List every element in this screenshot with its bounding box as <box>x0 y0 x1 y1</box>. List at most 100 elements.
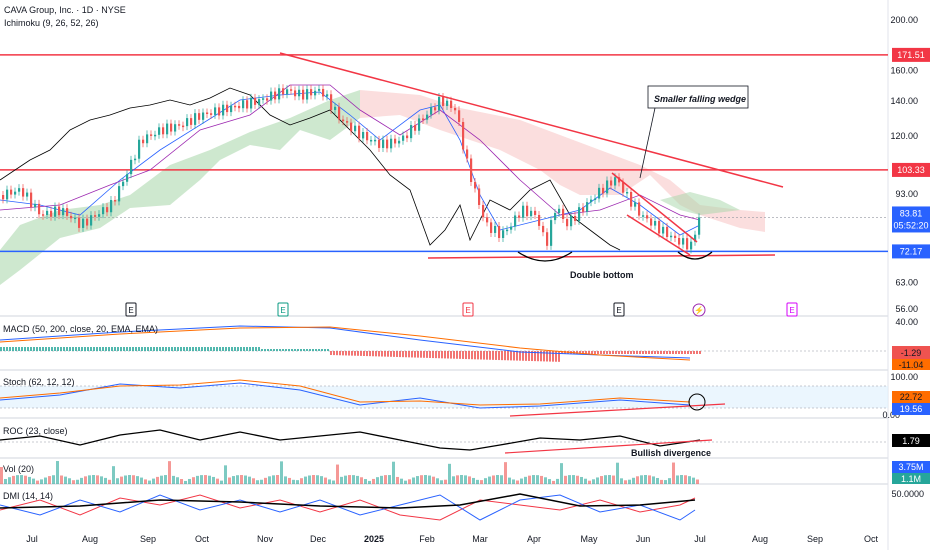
x-axis-label: Feb <box>419 534 435 544</box>
volume-bar <box>164 475 167 484</box>
x-axis-label: Sep <box>140 534 156 544</box>
macd-histogram-bar <box>669 351 671 354</box>
volume-bar <box>16 475 19 484</box>
macd-histogram-bar <box>18 347 20 351</box>
volume-bar <box>532 475 535 484</box>
volume-bar <box>492 475 495 484</box>
candle <box>246 100 249 109</box>
macd-histogram-bar <box>171 347 173 351</box>
volume-bar <box>88 475 91 484</box>
candle <box>282 88 285 95</box>
macd-histogram-bar <box>483 351 485 360</box>
volume-bar <box>372 478 375 484</box>
volume-bar <box>208 475 211 484</box>
candle <box>318 88 321 91</box>
candle <box>18 188 21 192</box>
volume-bar <box>32 478 35 484</box>
volume-bar <box>280 461 283 484</box>
price-label-bg-resistance-mid <box>892 162 930 177</box>
macd-histogram-bar <box>636 351 638 354</box>
macd-histogram-bar <box>585 351 587 354</box>
volume-bar <box>468 476 471 484</box>
macd-histogram-bar <box>243 347 245 351</box>
macd-histogram-bar <box>453 351 455 359</box>
price-label-resistance-mid: 103.33 <box>897 165 925 175</box>
candle <box>454 107 457 111</box>
macd-value-bg <box>892 346 930 359</box>
macd-histogram-bar <box>699 351 701 354</box>
macd-histogram-bar <box>3 347 5 351</box>
stoch-k-value: 22.72 <box>900 392 923 402</box>
volume-bar <box>448 463 451 484</box>
macd-histogram-bar <box>354 351 356 356</box>
macd-histogram-bar <box>294 349 296 351</box>
volume-bar <box>260 479 263 484</box>
macd-histogram-bar <box>420 351 422 358</box>
volume-bar <box>204 475 207 484</box>
volume-bar <box>76 479 79 484</box>
volume-bar <box>292 479 295 484</box>
macd-histogram-bar <box>267 349 269 351</box>
volume-bar <box>52 475 55 484</box>
macd-histogram-bar <box>219 347 221 351</box>
macd-histogram-bar <box>495 351 497 360</box>
macd-histogram-bar <box>264 349 266 351</box>
volume-bar <box>444 479 447 484</box>
volume-bar <box>188 478 191 484</box>
price-label-bg-resistance-high <box>892 47 930 62</box>
volume-bar <box>516 480 519 484</box>
wedge-callout-box <box>647 85 749 109</box>
macd-histogram-bar <box>339 351 341 356</box>
volume-bar <box>420 475 423 484</box>
volume-bar <box>196 475 199 484</box>
macd-line <box>0 325 691 359</box>
candle <box>590 199 593 203</box>
candle <box>242 100 245 109</box>
volume-bar <box>316 475 319 484</box>
volume-bar <box>652 476 655 484</box>
candle <box>30 192 33 208</box>
macd-histogram-bar <box>174 347 176 351</box>
volume-bar <box>296 480 299 484</box>
macd-histogram-bar <box>126 347 128 351</box>
volume-bar <box>356 475 359 484</box>
volume-bar <box>12 475 15 484</box>
volume-bar <box>388 475 391 484</box>
candle <box>690 241 693 250</box>
macd-histogram-bar <box>546 351 548 362</box>
macd-histogram-bar <box>288 349 290 351</box>
volume-bar <box>332 480 335 484</box>
vol-title: Vol (20) <box>3 464 35 474</box>
volume-bar <box>672 462 675 484</box>
volume-bar <box>128 475 131 484</box>
volume-bar <box>600 476 603 484</box>
macd-histogram-bar <box>591 351 593 354</box>
macd-histogram-bar <box>192 347 194 351</box>
macd-histogram-bar <box>684 351 686 354</box>
macd-histogram-bar <box>54 347 56 351</box>
volume-bar <box>176 477 179 484</box>
macd-histogram-bar <box>390 351 392 357</box>
candle <box>314 90 317 96</box>
macd-histogram-bar <box>129 347 131 351</box>
candle <box>10 189 13 195</box>
macd-histogram-bar <box>510 351 512 361</box>
macd-histogram-bar <box>621 351 623 354</box>
macd-histogram-bar <box>141 347 143 351</box>
volume-bar <box>360 477 363 484</box>
volume-bar <box>628 479 631 484</box>
candle <box>450 100 453 108</box>
candle <box>370 139 373 142</box>
macd-histogram-bar <box>39 347 41 351</box>
macd-histogram-bar <box>603 351 605 354</box>
candle <box>262 98 265 100</box>
macd-histogram-bar <box>396 351 398 357</box>
candle <box>34 203 37 208</box>
x-axis-label: Jul <box>26 534 38 544</box>
x-axis-label: Jul <box>694 534 706 544</box>
volume-bar <box>232 476 235 484</box>
candle <box>70 215 73 219</box>
candle <box>430 107 433 115</box>
candle <box>554 212 557 221</box>
